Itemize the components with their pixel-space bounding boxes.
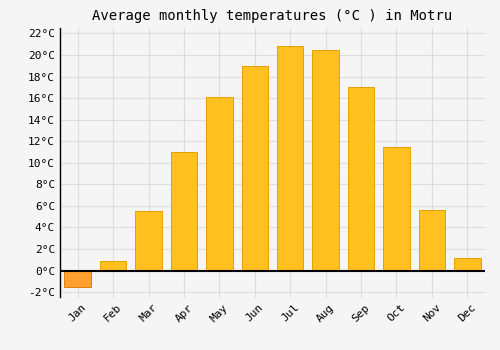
Bar <box>312 50 339 271</box>
Bar <box>136 211 162 271</box>
Bar <box>348 87 374 271</box>
Bar <box>206 97 233 271</box>
Title: Average monthly temperatures (°C ) in Motru: Average monthly temperatures (°C ) in Mo… <box>92 9 452 23</box>
Bar <box>242 66 268 271</box>
Bar <box>418 210 445 271</box>
Bar <box>383 147 409 271</box>
Bar <box>64 271 91 287</box>
Bar <box>454 258 480 271</box>
Bar <box>170 152 197 271</box>
Bar <box>100 261 126 271</box>
Bar <box>277 46 303 271</box>
